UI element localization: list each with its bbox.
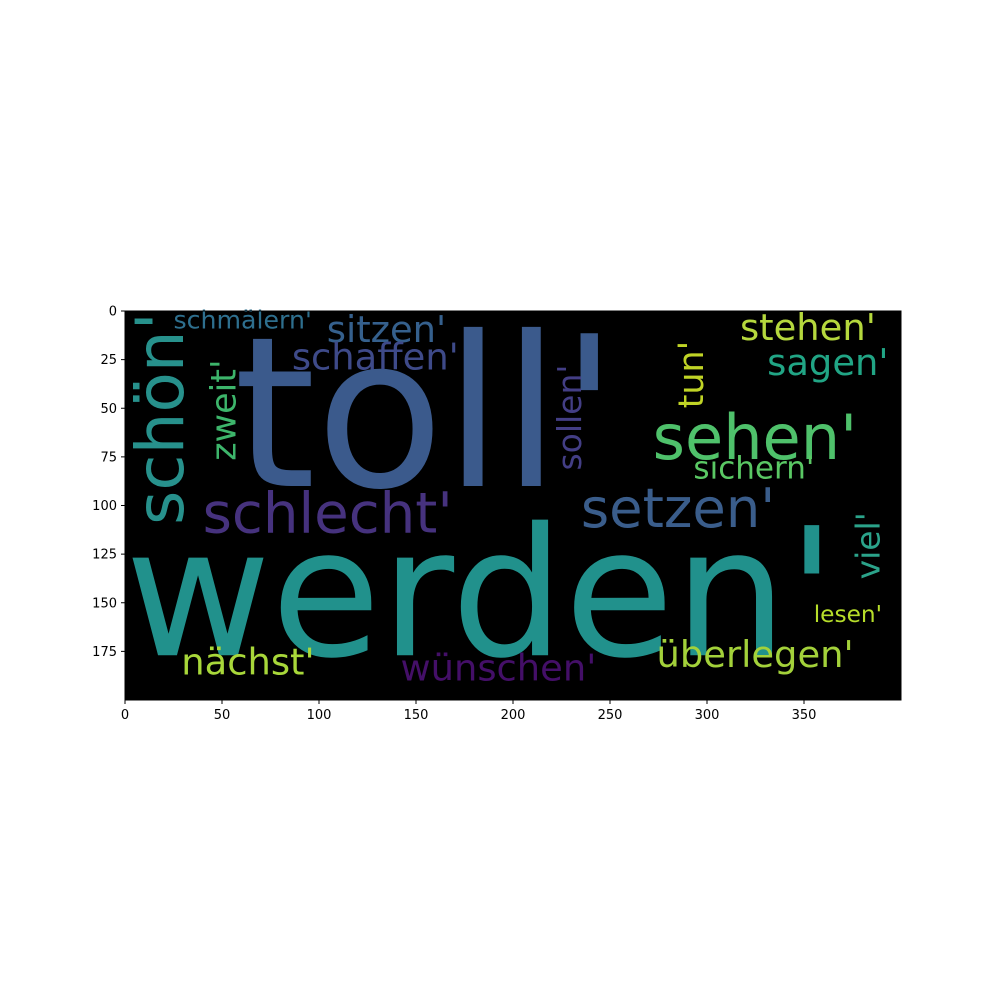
- cloud-word: setzen': [581, 477, 775, 540]
- y-tick-label: 100: [92, 499, 117, 514]
- cloud-word: viel': [849, 512, 888, 579]
- cloud-word: sollen': [550, 365, 589, 471]
- y-tick-label: 0: [109, 305, 117, 320]
- cloud-word: schmälern': [174, 306, 312, 335]
- x-tick-label: 350: [792, 708, 817, 723]
- cloud-word: wünschen': [400, 647, 596, 690]
- cloud-word: lesen': [814, 601, 882, 628]
- cloud-word: werden': [125, 490, 836, 698]
- y-tick-label: 125: [92, 548, 117, 563]
- y-tick-label: 25: [100, 353, 117, 368]
- y-tick-label: 150: [92, 596, 117, 611]
- cloud-word: sichern': [693, 450, 814, 486]
- word-layer: toll'werden' sehen' schlecht' setzen' schön'…: [122, 293, 888, 698]
- x-tick-label: 0: [121, 708, 129, 723]
- y-tick-label: 50: [100, 402, 117, 417]
- x-tick-label: 150: [404, 708, 429, 723]
- x-tick-label: 200: [501, 708, 526, 723]
- cloud-word: stehen': [740, 306, 876, 349]
- x-tick-label: 100: [307, 708, 332, 723]
- cloud-word: zweit': [205, 359, 245, 460]
- x-tick-label: 250: [598, 708, 623, 723]
- cloud-word: überlegen': [657, 633, 854, 676]
- x-axis-ticks: 0 50 100 150 200 250 300 350: [121, 700, 817, 723]
- plot-background: [125, 311, 901, 700]
- cloud-word: schaffen': [292, 335, 459, 378]
- cloud-word: schlecht': [203, 482, 453, 547]
- cloud-word: schön': [122, 312, 199, 525]
- cloud-word: sagen': [767, 341, 888, 384]
- y-axis-ticks: 0 25 50 75 100 125 150 175: [92, 305, 125, 660]
- x-tick-label: 300: [695, 708, 720, 723]
- cloud-word: sitzen': [327, 308, 446, 351]
- cloud-word: nächst': [181, 641, 314, 684]
- y-tick-label: 175: [92, 645, 117, 660]
- x-tick-label: 50: [214, 708, 231, 723]
- cloud-word: toll': [234, 293, 618, 536]
- cloud-word: sehen': [653, 401, 857, 474]
- cloud-word: tun': [672, 341, 712, 409]
- y-tick-label: 75: [100, 450, 117, 465]
